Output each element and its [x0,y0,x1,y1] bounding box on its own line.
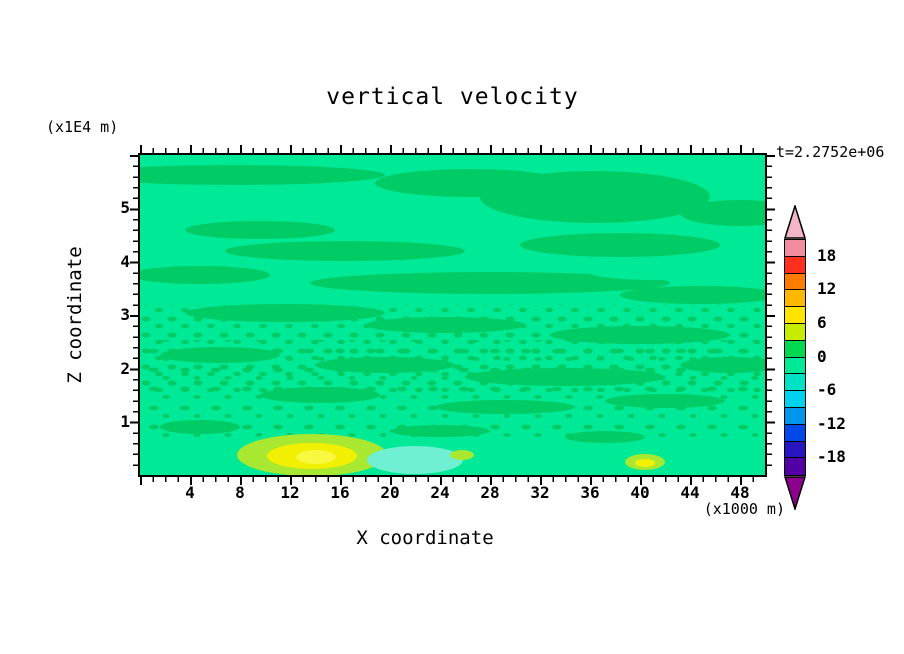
x-tick-label: 24 [430,483,450,502]
colorbar-segment [785,407,805,425]
colorbar-tick-label: 6 [817,313,827,332]
colorbar-segment [785,441,805,459]
x-tick-label: 36 [580,483,600,502]
x-tick-label: 4 [185,483,195,502]
x-tick-label: 12 [280,483,300,502]
colorbar-segment [785,374,805,392]
y-minor-ticks-left [133,155,138,475]
updraft-yellow-blob [237,434,387,475]
small-yellow-spots [450,450,665,470]
colorbar-segment [785,357,805,375]
colorbar-arrow-top-shape [784,205,806,239]
colorbar-arrow-bottom-shape [784,476,806,511]
colorbar-segment [785,340,805,358]
colorbar-tick-label: 12 [817,279,837,299]
x-tick-label: 20 [380,483,400,502]
x-tick-label: 40 [630,483,650,502]
time-annotation: t=2.2752e+06 [776,143,885,161]
plot-area [130,145,775,485]
x-axis-label: X coordinate [356,527,494,549]
contour-field [140,155,765,475]
plot-title: vertical velocity [326,84,579,110]
x-tick-label: 16 [330,483,350,502]
x-tick-label: 8 [235,483,245,502]
colorbar-segment [785,424,805,442]
mottled-band-2 [140,340,765,440]
colorbar-segment [785,323,805,341]
colorbar-segment [785,240,805,257]
y-major-ticks-left [130,155,138,475]
downdraft-cyan-blob [367,446,463,474]
x-tick-label: 48 [730,483,750,502]
x-major-ticks-top [140,145,765,153]
colorbar-segment [785,307,805,324]
colorbar-segment [785,256,805,274]
x-tick-label: 28 [480,483,500,502]
y-tick-label: 2 [120,358,130,378]
colorbar-tick-label: 18 [817,245,837,265]
colorbar-tick-label: -6 [817,380,837,400]
colorbar-tick-label: 0 [817,346,827,366]
x-tick-label: 32 [530,483,550,502]
colorbar-segment [785,458,805,476]
y-axis-label: Z coordinate [64,246,86,384]
colorbar-segments [784,239,806,477]
y-major-ticks-right [767,155,775,475]
colorbar-segment [785,290,805,308]
y-tick-label: 5 [120,198,130,217]
y-tick-label: 3 [120,305,130,324]
y-tick-label: 1 [120,412,130,431]
upper-streaks-light [310,202,730,280]
x-minor-ticks-top [140,148,765,153]
colorbar-arrow-top [784,205,806,239]
x-tick-label: 44 [680,483,700,502]
colorbar-tick-label: -12 [817,413,846,433]
y-axis-units: (x1E4 m) [46,118,119,136]
colorbar-segment [785,391,805,408]
colorbar-segment [785,273,805,291]
colorbar: 18 12 6 0 -6 -12 -18 [784,205,864,511]
colorbar-arrow-bottom [784,476,806,511]
x-axis-units: (x1000 m) [703,500,785,518]
colorbar-tick-label: -18 [817,447,846,467]
y-minor-ticks-right [767,155,772,475]
y-tick-label: 4 [120,251,130,271]
